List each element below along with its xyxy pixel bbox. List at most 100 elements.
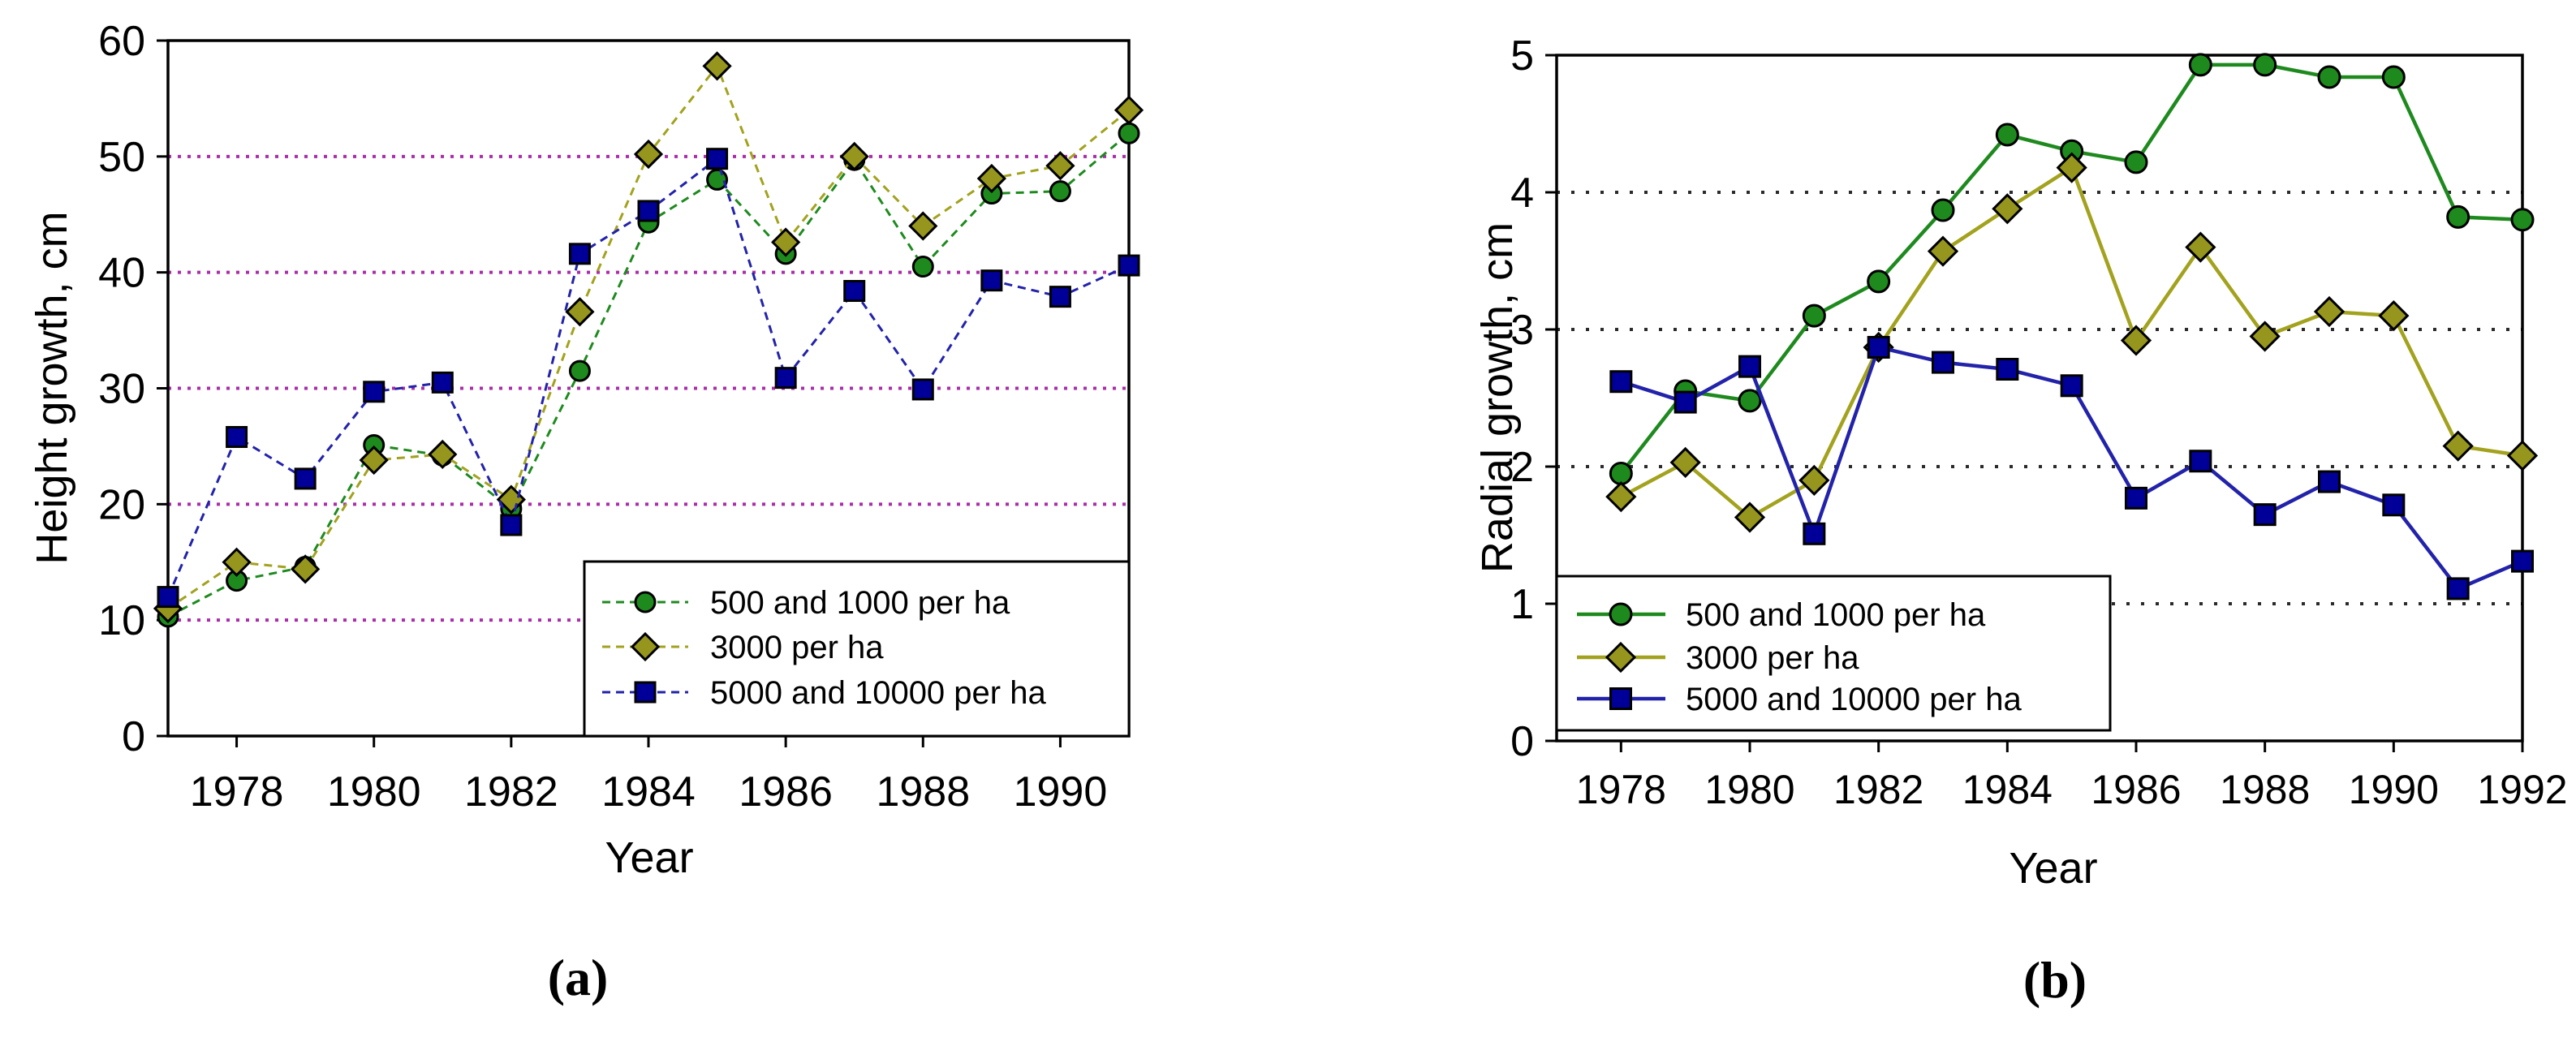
legend-label: 500 and 1000 per ha [710,585,1010,621]
data-point-square [1609,370,1633,394]
data-point-square [2446,577,2470,600]
data-point-square [1803,522,1826,545]
x-tick-label: 1990 [1014,768,1108,816]
x-tick-label: 1992 [2477,767,2567,812]
x-tick-label: 1988 [2220,767,2310,812]
legend-box [1555,575,2112,732]
y-tick-label: 30 [98,366,145,413]
y-tick-label: 40 [98,250,145,297]
data-point-diamond [908,211,938,241]
data-point-diamond [222,547,252,577]
legend-label: 5000 and 10000 per ha [1686,682,2022,717]
series-3000-per-ha [153,51,1144,624]
data-point-circle [1995,123,2019,147]
data-point-square [1049,286,1071,308]
chart-a: 0 10 20 30 40 50 60 1978 1980 1982 1984 1986 1988 199… [98,18,1144,816]
data-point-square [1996,358,2019,381]
data-point-circle [2188,53,2212,77]
data-point-square [363,381,386,403]
y-tick-label: 0 [1510,718,1534,765]
data-point-diamond [1045,151,1075,181]
y-tick-label: 2 [1510,444,1534,491]
data-point-square [1118,254,1140,277]
data-point-square [2511,549,2534,573]
x-tick-label: 1990 [2349,767,2439,812]
data-point-circle [568,359,591,382]
legend-label: 500 and 1000 per ha [1686,597,1986,633]
data-point-square [2253,503,2277,527]
data-point-square [2318,470,2341,493]
data-point-circle [1931,198,1955,222]
data-point-circle [2446,204,2470,229]
data-point-diamond [1114,95,1144,125]
legend-marker-diamond [630,631,661,662]
data-point-diamond [633,139,664,170]
data-point-circle [2317,65,2341,89]
chart-b: 0 1 2 3 4 5 1978 1980 1982 1984 1986 1988 1990 1992 50… [1510,32,2568,812]
y-axis-title-a: Height growth, cm [28,211,76,565]
series-3000-per-ha [1605,152,2539,533]
data-point-diamond [1798,464,1830,497]
data-point-square [843,280,866,303]
series-5000-and-10000-per-ha [1609,335,2534,600]
legend-label: 3000 per ha [710,630,884,665]
plot-border [1555,54,2524,743]
x-tick-label: 1984 [1962,767,2053,812]
data-point-diamond [839,141,869,171]
y-tick-label: 5 [1510,32,1534,80]
x-axis-title-a: Year [605,833,694,882]
data-point-square [1867,335,1890,359]
data-point-square [431,371,454,394]
data-point-diamond [291,554,321,584]
legend-marker-diamond [1605,641,1637,674]
data-point-square [294,467,317,490]
data-point-circle [1802,303,1826,328]
legend-marker-circle [1609,602,1633,626]
data-point-diamond [702,51,732,81]
data-point-circle [1049,180,1071,203]
data-point-square [637,200,660,222]
legend-label: 5000 and 10000 per ha [710,675,1046,711]
data-point-diamond [2378,299,2410,332]
data-point-square [2125,486,2147,510]
data-point-square [157,586,179,609]
data-point-diamond [2442,430,2474,462]
x-tick-label: 1980 [1704,767,1794,812]
data-point-diamond [565,297,595,327]
data-point-square [911,378,934,401]
data-point-square [226,425,248,448]
panel-caption-b: (b) [2022,951,2087,1009]
legend-marker-circle [634,591,657,613]
data-point-circle [1867,269,1891,294]
data-point-square [500,514,523,536]
x-tick-label: 1978 [190,768,284,816]
data-point-circle [1118,122,1140,144]
x-tick-label: 1986 [2091,767,2181,812]
x-tick-label: 1988 [876,768,970,816]
legend-box [583,560,1131,738]
data-point-diamond [2120,325,2152,356]
data-point-square [2189,450,2212,473]
legend-a: 500 and 1000 per ha 3000 per ha 5000 and 1… [583,560,1131,738]
y-tick-label: 4 [1510,170,1534,217]
data-point-square [2382,493,2406,517]
y-tick-label: 0 [122,713,145,760]
x-tick-label: 1980 [327,768,421,816]
data-point-square [1674,390,1697,414]
data-point-square [568,243,591,265]
series-line-3000-per-ha [1620,166,2523,519]
panel-caption-a: (a) [547,949,609,1006]
data-point-diamond [1605,481,1637,513]
data-point-square [2060,374,2083,398]
data-point-diamond [1992,193,2023,225]
series-500-and-1000-per-ha [1609,53,2535,485]
data-point-square [706,148,729,170]
x-tick-label: 1986 [739,768,833,816]
legend-b: 500 and 1000 per ha 3000 per ha 5000 and 1… [1555,575,2112,732]
data-point-circle [1609,461,1633,485]
legend-label: 3000 per ha [1686,640,1859,676]
data-point-circle [2381,65,2406,89]
y-axis-title-b: Radial growth, cm [1473,222,1522,574]
data-point-square [1738,355,1761,378]
